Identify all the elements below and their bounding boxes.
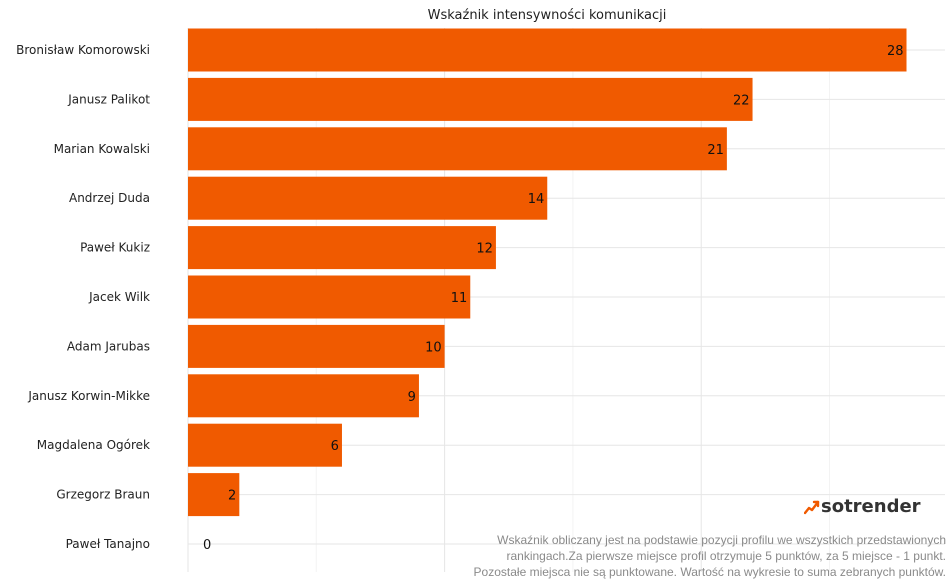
footnote-line: Pozostałe miejsca nie są punktowane. War…: [473, 565, 946, 579]
footnote: Wskaźnik obliczany jest na podstawie poz…: [406, 532, 946, 580]
bar: [188, 473, 240, 517]
bar: [188, 374, 419, 418]
value-label: 0: [203, 538, 211, 553]
bar: [188, 127, 727, 171]
footnote-line: rankingach.Za pierwsze miejsce profil ot…: [506, 549, 946, 563]
sotrender-logo-icon: [804, 500, 820, 514]
category-label: Jacek Wilk: [88, 290, 150, 304]
category-label: Paweł Kukiz: [80, 241, 150, 255]
value-label: 10: [425, 340, 442, 355]
category-labels: Bronisław Komorowski Janusz Palikot Marian…: [16, 43, 150, 551]
value-label: 28: [887, 44, 904, 59]
chart-title: Wskaźnik intensywności komunikacji: [428, 8, 667, 23]
category-label: Magdalena Ogórek: [37, 438, 150, 452]
category-label: Janusz Palikot: [67, 92, 150, 106]
bar: [188, 77, 753, 121]
value-label: 12: [476, 242, 493, 257]
value-label: 14: [528, 192, 545, 207]
category-label: Andrzej Duda: [69, 191, 150, 205]
value-label: 21: [707, 143, 724, 158]
value-label: 2: [228, 489, 236, 504]
category-label: Janusz Korwin-Mikke: [27, 389, 150, 403]
value-label: 9: [408, 390, 416, 405]
value-label: 6: [331, 439, 339, 454]
category-label: Grzegorz Braun: [56, 488, 150, 502]
logo-text: sotrender: [821, 496, 921, 517]
bar: [188, 226, 496, 270]
value-labels: 28 22 21 14 12 11 10 9 6 2 0: [203, 44, 904, 553]
sotrender-logo: sotrender: [804, 496, 921, 517]
value-label: 11: [451, 291, 468, 306]
category-label: Bronisław Komorowski: [16, 43, 150, 57]
bars: [188, 28, 907, 517]
category-label: Adam Jarubas: [67, 339, 150, 353]
bar: [188, 423, 342, 467]
bar: [188, 324, 445, 368]
category-label: Paweł Tanajno: [66, 537, 150, 551]
bar: [188, 275, 471, 319]
bar: [188, 28, 907, 72]
footnote-line: Wskaźnik obliczany jest na podstawie poz…: [497, 533, 946, 547]
category-label: Marian Kowalski: [54, 142, 150, 156]
value-label: 22: [733, 93, 750, 108]
bar: [188, 176, 548, 220]
